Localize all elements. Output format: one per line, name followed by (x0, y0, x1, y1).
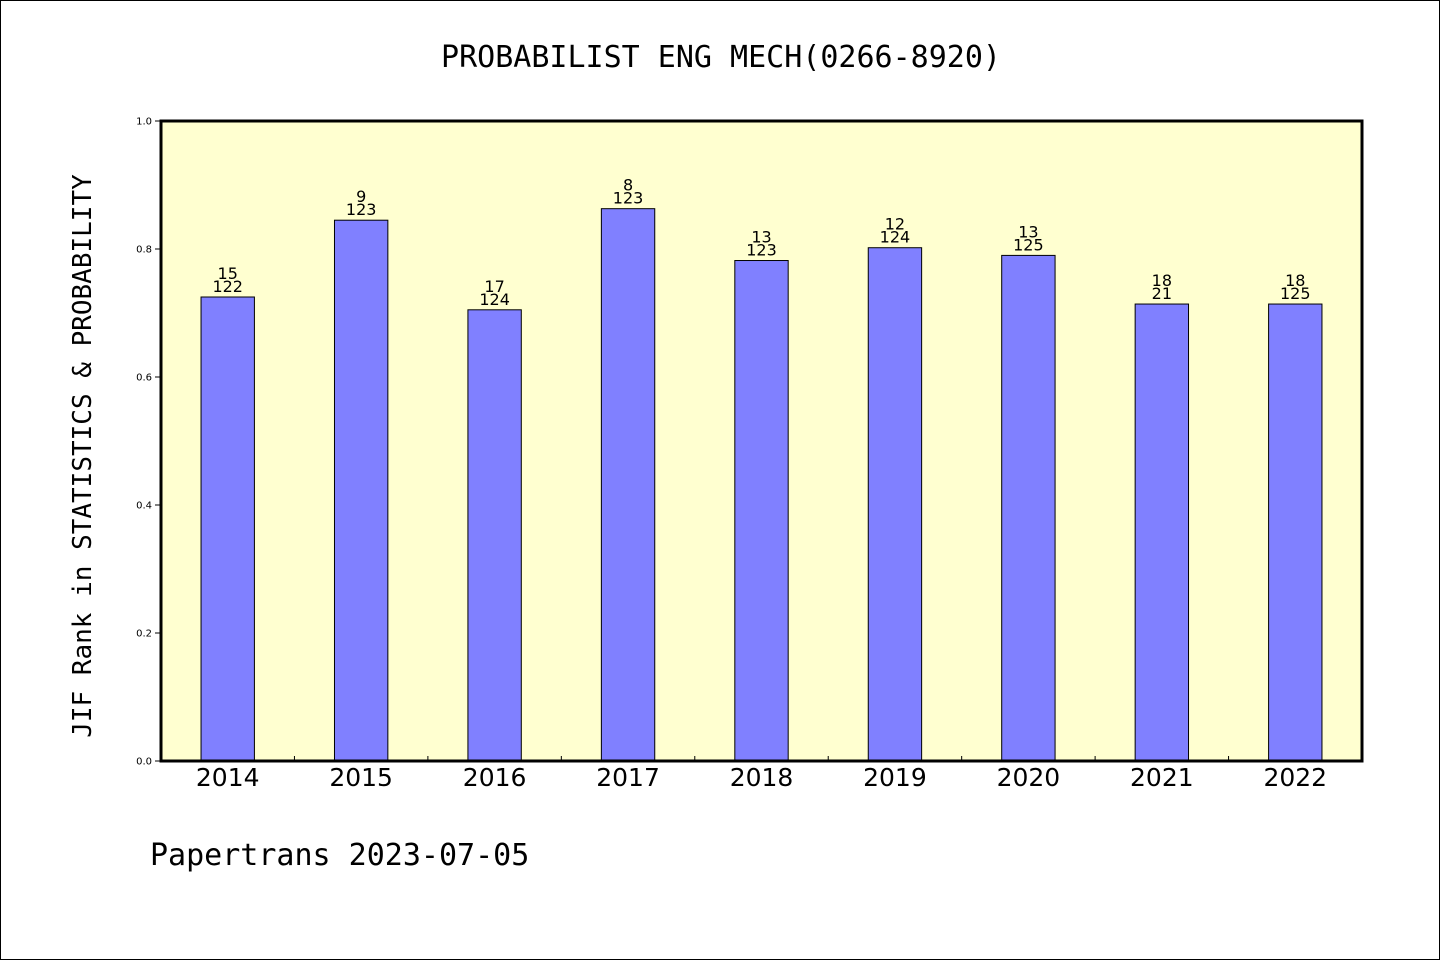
bar-total-label: 123 (346, 200, 377, 219)
bar-rank-label: 9 (356, 187, 366, 206)
x-tick-label: 2022 (1263, 763, 1327, 792)
x-tick-label: 2014 (196, 763, 260, 792)
bar-total-label: 21 (1152, 284, 1172, 303)
plot-border (159, 119, 1364, 763)
bar-rank-label: 13 (751, 228, 771, 247)
y-tick-label: 1.0 (136, 117, 152, 128)
x-tick-label: 2016 (463, 763, 527, 792)
bar-total-label: 125 (1013, 235, 1044, 254)
bar (734, 260, 789, 762)
bar-rank-label: 15 (218, 264, 238, 283)
bar-rank-label: 13 (1018, 222, 1038, 241)
bar (467, 309, 522, 762)
y-axis: 0.0 0.2 0.4 0.6 0.8 1.0 (136, 117, 161, 768)
bar-total-label: 125 (1280, 284, 1311, 303)
y-axis-label: JIF Rank in STATISTICS & PROBABILITY (68, 174, 98, 738)
bar-total-label: 122 (212, 277, 243, 296)
y-tick-label: 0.2 (136, 629, 152, 640)
x-tick-label: 2018 (730, 763, 794, 792)
y-tick-label: 0.0 (136, 757, 152, 768)
y-tick-label: 0.6 (136, 373, 152, 384)
x-tick-label: 2020 (997, 763, 1061, 792)
bar-rank-label: 18 (1152, 271, 1172, 290)
bars-layer (200, 208, 1323, 762)
bar-total-label: 123 (613, 189, 644, 208)
y-tick-label: 0.8 (136, 245, 152, 256)
bar-total-label: 124 (880, 228, 911, 247)
bar (1134, 303, 1190, 762)
chart-title: PROBABILIST ENG MECH(0266-8920) (441, 40, 1001, 75)
bar-total-label: 124 (479, 290, 510, 309)
x-tick-label: 2019 (863, 763, 927, 792)
x-axis: 2014 2015 2016 2017 2018 2019 2020 2021 2022 (196, 756, 1327, 792)
bar (200, 296, 255, 762)
y-tick-label: 0.4 (136, 501, 152, 512)
bar-rank-label: 12 (885, 215, 905, 234)
bar (1001, 254, 1056, 762)
x-tick-label: 2017 (596, 763, 660, 792)
bar (867, 247, 923, 762)
bar (333, 219, 389, 762)
bar (600, 208, 656, 762)
bar-rank-label: 17 (484, 277, 504, 296)
bar-rank-label: 18 (1285, 271, 1305, 290)
footer-text: Papertrans 2023-07-05 (150, 838, 529, 873)
bar-total-label: 123 (746, 241, 777, 260)
x-tick-label: 2015 (329, 763, 393, 792)
bar-rank-label: 8 (623, 176, 633, 195)
bar (1268, 303, 1323, 762)
x-tick-label: 2021 (1130, 763, 1194, 792)
